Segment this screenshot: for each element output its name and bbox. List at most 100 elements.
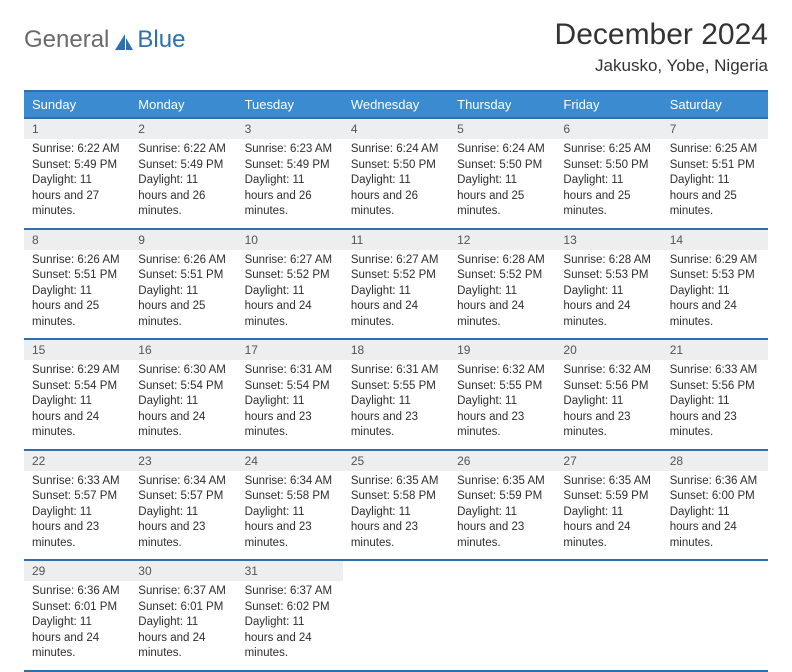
page-title: December 2024 xyxy=(555,18,768,52)
daylight-line: Daylight: 11 hours and 24 minutes. xyxy=(245,615,335,662)
daylight-line: Daylight: 11 hours and 25 minutes. xyxy=(563,173,653,220)
calendar-week-row: 29Sunrise: 6:36 AMSunset: 6:01 PMDayligh… xyxy=(24,560,768,671)
calendar-day-cell: 9Sunrise: 6:26 AMSunset: 5:51 PMDaylight… xyxy=(130,229,236,340)
sunset-line: Sunset: 5:55 PM xyxy=(457,379,547,395)
sunset-line: Sunset: 5:58 PM xyxy=(351,489,441,505)
sunrise-line: Sunrise: 6:35 AM xyxy=(457,474,547,490)
day-header: Thursday xyxy=(449,91,555,118)
calendar-day-cell: 28Sunrise: 6:36 AMSunset: 6:00 PMDayligh… xyxy=(662,450,768,561)
calendar-day-cell: 20Sunrise: 6:32 AMSunset: 5:56 PMDayligh… xyxy=(555,339,661,450)
calendar-day-cell: 30Sunrise: 6:37 AMSunset: 6:01 PMDayligh… xyxy=(130,560,236,671)
calendar-day-cell: 12Sunrise: 6:28 AMSunset: 5:52 PMDayligh… xyxy=(449,229,555,340)
daylight-line: Daylight: 11 hours and 24 minutes. xyxy=(670,284,760,331)
day-number: 3 xyxy=(237,119,343,139)
daylight-line: Daylight: 11 hours and 23 minutes. xyxy=(563,394,653,441)
calendar-day-cell: 6Sunrise: 6:25 AMSunset: 5:50 PMDaylight… xyxy=(555,118,661,229)
day-details: Sunrise: 6:37 AMSunset: 6:01 PMDaylight:… xyxy=(130,581,236,670)
daylight-line: Daylight: 11 hours and 23 minutes. xyxy=(670,394,760,441)
sunrise-line: Sunrise: 6:35 AM xyxy=(351,474,441,490)
sunrise-line: Sunrise: 6:32 AM xyxy=(563,363,653,379)
day-number: 7 xyxy=(662,119,768,139)
sunset-line: Sunset: 5:52 PM xyxy=(351,268,441,284)
daylight-line: Daylight: 11 hours and 23 minutes. xyxy=(457,394,547,441)
calendar-day-cell: 21Sunrise: 6:33 AMSunset: 5:56 PMDayligh… xyxy=(662,339,768,450)
day-number: 27 xyxy=(555,451,661,471)
sunset-line: Sunset: 5:52 PM xyxy=(245,268,335,284)
day-details: Sunrise: 6:29 AMSunset: 5:53 PMDaylight:… xyxy=(662,250,768,339)
daylight-line: Daylight: 11 hours and 27 minutes. xyxy=(32,173,122,220)
sunset-line: Sunset: 5:49 PM xyxy=(138,158,228,174)
day-number: 2 xyxy=(130,119,236,139)
calendar-day-cell: 25Sunrise: 6:35 AMSunset: 5:58 PMDayligh… xyxy=(343,450,449,561)
sunset-line: Sunset: 5:54 PM xyxy=(138,379,228,395)
sunset-line: Sunset: 5:58 PM xyxy=(245,489,335,505)
day-details: Sunrise: 6:26 AMSunset: 5:51 PMDaylight:… xyxy=(24,250,130,339)
sunrise-line: Sunrise: 6:37 AM xyxy=(245,584,335,600)
day-number: 30 xyxy=(130,561,236,581)
day-header: Wednesday xyxy=(343,91,449,118)
sunrise-line: Sunrise: 6:34 AM xyxy=(138,474,228,490)
page-header: General Blue December 2024 Jakusko, Yobe… xyxy=(24,18,768,76)
day-number: 17 xyxy=(237,340,343,360)
sunset-line: Sunset: 5:50 PM xyxy=(563,158,653,174)
sunset-line: Sunset: 5:57 PM xyxy=(138,489,228,505)
sunset-line: Sunset: 6:02 PM xyxy=(245,600,335,616)
day-number: 5 xyxy=(449,119,555,139)
sunrise-line: Sunrise: 6:36 AM xyxy=(670,474,760,490)
sunset-line: Sunset: 5:51 PM xyxy=(32,268,122,284)
day-header: Tuesday xyxy=(237,91,343,118)
day-number: 19 xyxy=(449,340,555,360)
calendar-day-cell: 27Sunrise: 6:35 AMSunset: 5:59 PMDayligh… xyxy=(555,450,661,561)
day-details: Sunrise: 6:28 AMSunset: 5:52 PMDaylight:… xyxy=(449,250,555,339)
day-header: Saturday xyxy=(662,91,768,118)
day-details: Sunrise: 6:25 AMSunset: 5:51 PMDaylight:… xyxy=(662,139,768,228)
day-number: 6 xyxy=(555,119,661,139)
daylight-line: Daylight: 11 hours and 24 minutes. xyxy=(32,394,122,441)
day-number: 16 xyxy=(130,340,236,360)
calendar-day-cell: 7Sunrise: 6:25 AMSunset: 5:51 PMDaylight… xyxy=(662,118,768,229)
day-details: Sunrise: 6:37 AMSunset: 6:02 PMDaylight:… xyxy=(237,581,343,670)
day-number: 18 xyxy=(343,340,449,360)
daylight-line: Daylight: 11 hours and 24 minutes. xyxy=(138,394,228,441)
day-number: 31 xyxy=(237,561,343,581)
calendar-day-cell xyxy=(662,560,768,671)
day-number: 29 xyxy=(24,561,130,581)
daylight-line: Daylight: 11 hours and 24 minutes. xyxy=(563,284,653,331)
calendar-week-row: 15Sunrise: 6:29 AMSunset: 5:54 PMDayligh… xyxy=(24,339,768,450)
day-details: Sunrise: 6:24 AMSunset: 5:50 PMDaylight:… xyxy=(449,139,555,228)
day-number: 4 xyxy=(343,119,449,139)
calendar-day-cell: 15Sunrise: 6:29 AMSunset: 5:54 PMDayligh… xyxy=(24,339,130,450)
day-number: 21 xyxy=(662,340,768,360)
calendar-day-cell: 19Sunrise: 6:32 AMSunset: 5:55 PMDayligh… xyxy=(449,339,555,450)
calendar-day-cell: 13Sunrise: 6:28 AMSunset: 5:53 PMDayligh… xyxy=(555,229,661,340)
day-details: Sunrise: 6:33 AMSunset: 5:57 PMDaylight:… xyxy=(24,471,130,560)
sunrise-line: Sunrise: 6:27 AM xyxy=(245,253,335,269)
sunrise-line: Sunrise: 6:27 AM xyxy=(351,253,441,269)
day-number: 12 xyxy=(449,230,555,250)
calendar-day-cell: 14Sunrise: 6:29 AMSunset: 5:53 PMDayligh… xyxy=(662,229,768,340)
day-number: 1 xyxy=(24,119,130,139)
day-details: Sunrise: 6:24 AMSunset: 5:50 PMDaylight:… xyxy=(343,139,449,228)
sunset-line: Sunset: 5:52 PM xyxy=(457,268,547,284)
logo: General Blue xyxy=(24,26,185,54)
sunset-line: Sunset: 5:54 PM xyxy=(245,379,335,395)
sunrise-line: Sunrise: 6:29 AM xyxy=(32,363,122,379)
calendar-week-row: 1Sunrise: 6:22 AMSunset: 5:49 PMDaylight… xyxy=(24,118,768,229)
day-header: Monday xyxy=(130,91,236,118)
day-number: 13 xyxy=(555,230,661,250)
daylight-line: Daylight: 11 hours and 26 minutes. xyxy=(138,173,228,220)
daylight-line: Daylight: 11 hours and 23 minutes. xyxy=(457,505,547,552)
sunrise-line: Sunrise: 6:24 AM xyxy=(351,142,441,158)
day-details: Sunrise: 6:34 AMSunset: 5:57 PMDaylight:… xyxy=(130,471,236,560)
daylight-line: Daylight: 11 hours and 25 minutes. xyxy=(138,284,228,331)
daylight-line: Daylight: 11 hours and 23 minutes. xyxy=(351,394,441,441)
calendar-day-cell xyxy=(449,560,555,671)
day-details: Sunrise: 6:31 AMSunset: 5:54 PMDaylight:… xyxy=(237,360,343,449)
sunset-line: Sunset: 5:57 PM xyxy=(32,489,122,505)
day-details: Sunrise: 6:28 AMSunset: 5:53 PMDaylight:… xyxy=(555,250,661,339)
sunrise-line: Sunrise: 6:23 AM xyxy=(245,142,335,158)
sunset-line: Sunset: 5:59 PM xyxy=(457,489,547,505)
sunset-line: Sunset: 5:51 PM xyxy=(670,158,760,174)
sunrise-line: Sunrise: 6:33 AM xyxy=(32,474,122,490)
daylight-line: Daylight: 11 hours and 23 minutes. xyxy=(138,505,228,552)
